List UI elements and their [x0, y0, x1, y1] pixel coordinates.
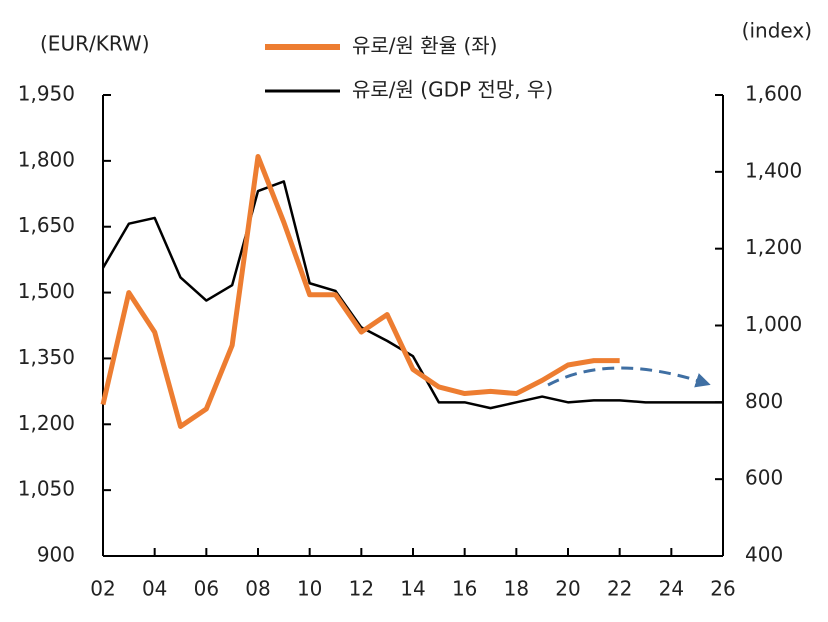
series-line: [100, 153, 620, 429]
y2-axis-label: (index): [742, 19, 812, 43]
legend-label: 유로/원 (GDP 전망, 우): [352, 78, 553, 102]
y-tick-label: 1,050: [18, 477, 75, 501]
y-tick-label: 900: [37, 543, 75, 567]
x-tick-label: 02: [90, 577, 115, 601]
x-tick-label: 22: [607, 577, 632, 601]
y2-tick-label: 1,400: [745, 158, 802, 182]
y-tick-label: 1,350: [18, 345, 75, 369]
x-tick-label: 20: [555, 577, 580, 601]
x-tick-label: 26: [710, 577, 735, 601]
y2-tick-label: 400: [745, 543, 783, 567]
x-tick-label: 24: [659, 577, 684, 601]
y2-tick-label: 1,200: [745, 235, 802, 259]
y2-tick-label: 600: [745, 466, 783, 490]
x-tick-label: 08: [245, 577, 270, 601]
y-tick-label: 1,800: [18, 147, 75, 171]
y-tick-label: 1,650: [18, 213, 75, 237]
legend-label: 유로/원 환율 (좌): [352, 34, 497, 58]
x-tick-label: 10: [297, 577, 322, 601]
series-line: [101, 180, 723, 410]
x-tick-label: 06: [194, 577, 219, 601]
x-tick-label: 04: [142, 577, 167, 601]
y-tick-label: 1,500: [18, 279, 75, 303]
forecast-arrow: [547, 366, 711, 388]
x-tick-label: 18: [504, 577, 529, 601]
x-tick-label: 14: [400, 577, 425, 601]
x-tick-label: 16: [452, 577, 477, 601]
y2-tick-label: 1,000: [745, 312, 802, 336]
y-axis-label: (EUR/KRW): [40, 32, 150, 56]
y-tick-label: 1,200: [18, 411, 75, 435]
x-tick-label: 12: [349, 577, 374, 601]
y2-tick-label: 800: [745, 389, 783, 413]
y2-tick-label: 1,600: [745, 82, 802, 106]
y-tick-label: 1,950: [18, 82, 75, 106]
